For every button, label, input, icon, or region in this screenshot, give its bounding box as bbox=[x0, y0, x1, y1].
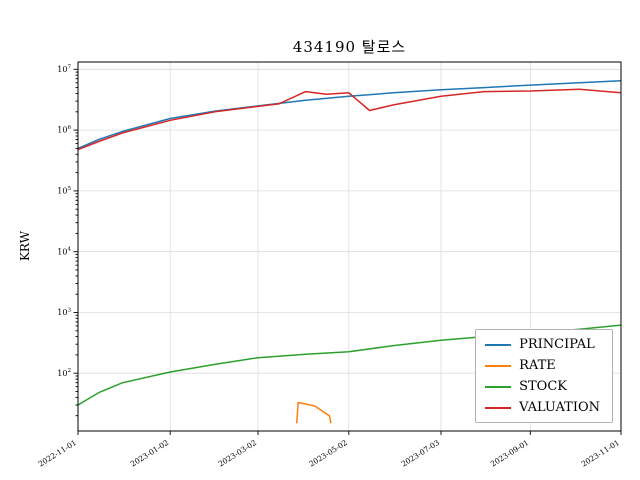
svg-text:105: 105 bbox=[57, 186, 71, 196]
legend-swatch-stock bbox=[485, 385, 512, 388]
legend: PRINCIPAL RATE STOCK VALUATION bbox=[475, 329, 613, 423]
svg-text:104: 104 bbox=[57, 247, 71, 257]
legend-label-stock: STOCK bbox=[519, 379, 568, 394]
svg-text:2023-01-02: 2023-01-02 bbox=[129, 438, 171, 469]
series-valuation bbox=[78, 88, 621, 151]
svg-text:2023-05-02: 2023-05-02 bbox=[307, 438, 349, 469]
svg-text:102: 102 bbox=[57, 368, 71, 378]
legend-label-valuation: VALUATION bbox=[519, 400, 600, 415]
legend-item-valuation: VALUATION bbox=[485, 400, 600, 415]
svg-text:106: 106 bbox=[57, 125, 71, 135]
plot-border bbox=[77, 61, 622, 432]
svg-text:2023-11-01: 2023-11-01 bbox=[580, 438, 621, 469]
svg-text:107: 107 bbox=[57, 64, 71, 74]
series-rate bbox=[295, 401, 332, 424]
grid-lines bbox=[77, 62, 622, 431]
series-principal bbox=[78, 79, 621, 150]
legend-label-principal: PRINCIPAL bbox=[519, 337, 595, 352]
svg-text:2023-03-02: 2023-03-02 bbox=[217, 438, 259, 469]
svg-text:2023-09-01: 2023-09-01 bbox=[489, 438, 530, 469]
legend-item-stock: STOCK bbox=[485, 379, 600, 394]
legend-swatch-rate bbox=[485, 364, 512, 367]
svg-text:2022-11-01: 2022-11-01 bbox=[37, 438, 78, 469]
legend-item-principal: PRINCIPAL bbox=[485, 337, 600, 352]
svg-text:103: 103 bbox=[57, 308, 71, 318]
legend-label-rate: RATE bbox=[519, 358, 556, 373]
svg-text:2023-07-03: 2023-07-03 bbox=[400, 438, 442, 469]
legend-item-rate: RATE bbox=[485, 358, 600, 373]
legend-swatch-principal bbox=[485, 343, 512, 346]
legend-swatch-valuation bbox=[485, 406, 512, 409]
chart-title: 434190 탈로스 bbox=[292, 38, 407, 56]
